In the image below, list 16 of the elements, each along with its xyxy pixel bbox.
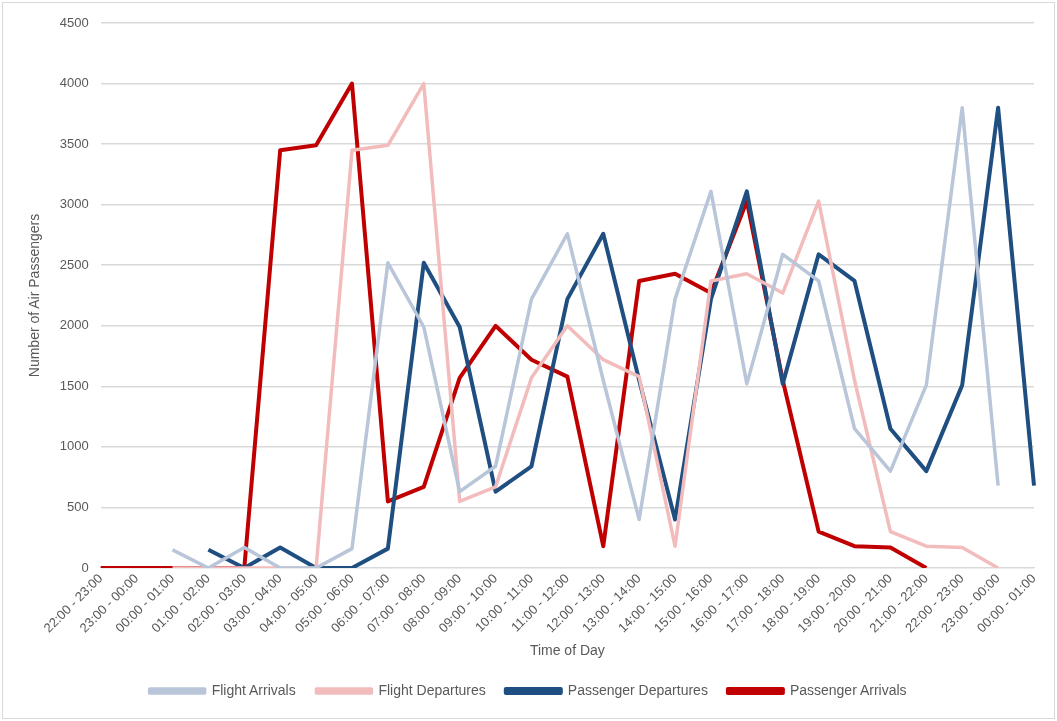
- legend-label: Flight Departures: [378, 681, 486, 698]
- y-tick-label: 1500: [59, 377, 89, 393]
- y-tick-label: 2000: [59, 317, 89, 333]
- y-tick-label: 3500: [59, 135, 89, 151]
- y-tick-label: 2500: [59, 256, 89, 272]
- x-axis-title: Time of Day: [529, 642, 605, 659]
- y-axis-title: Number of Air Passengers: [26, 213, 43, 378]
- legend-label: Passenger Departures: [567, 681, 708, 698]
- y-tick-label: 4000: [59, 75, 89, 91]
- y-tick-label: 0: [81, 559, 89, 575]
- legend-label: Flight Arrivals: [211, 681, 296, 698]
- legend-label: Passenger Arrivals: [789, 681, 907, 698]
- y-tick-label: 3000: [59, 196, 89, 212]
- y-tick-label: 1000: [59, 438, 89, 454]
- y-tick-label: 500: [67, 499, 89, 515]
- y-tick-label: 4500: [59, 14, 89, 30]
